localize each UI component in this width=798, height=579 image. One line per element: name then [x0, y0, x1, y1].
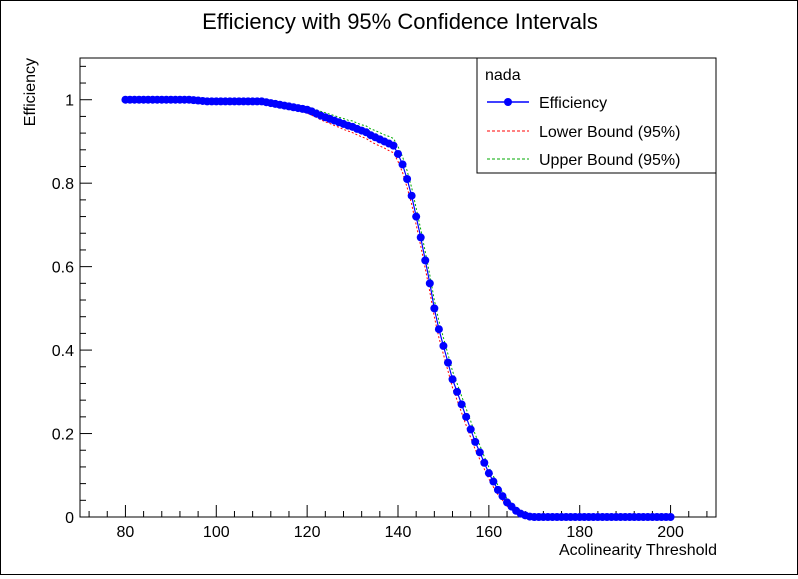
x-tick-label: 200: [657, 524, 684, 541]
efficiency-point: [666, 513, 675, 521]
efficiency-point: [434, 325, 443, 334]
x-axis-label: Acolinearity Threshold: [559, 542, 717, 559]
efficiency-point: [466, 425, 475, 434]
x-tick-label: 100: [203, 524, 230, 541]
x-tick-label: 180: [566, 524, 593, 541]
efficiency-point: [394, 149, 402, 158]
x-tick-label: 140: [385, 524, 412, 541]
y-tick-label: 0.2: [52, 427, 74, 444]
efficiency-point: [421, 256, 430, 265]
legend-header: nada: [485, 67, 521, 84]
y-tick-label: 0.6: [52, 260, 74, 277]
efficiency-point: [448, 375, 457, 384]
x-tick-label: 80: [117, 524, 135, 541]
efficiency-point: [493, 485, 502, 494]
y-tick-label: 0.8: [52, 176, 74, 193]
y-tick-labels: 0 0.2 0.4 0.6 0.8 1: [52, 93, 74, 527]
efficiency-point: [439, 341, 448, 350]
efficiency-point: [453, 387, 462, 396]
efficiency-point: [471, 437, 480, 446]
x-tick-labels: 80 100 120 140 160 180 200: [117, 524, 684, 541]
efficiency-point: [457, 400, 466, 409]
efficiency-point: [389, 141, 398, 150]
efficiency-point: [489, 477, 498, 486]
efficiency-point: [443, 358, 452, 367]
efficiency-point: [425, 279, 434, 288]
efficiency-point: [462, 412, 471, 421]
efficiency-point: [407, 191, 416, 200]
y-tick-label: 0: [65, 510, 74, 527]
legend: nada Efficiency Lower Bound (95%) Upper …: [476, 57, 717, 174]
efficiency-point: [412, 212, 421, 221]
y-tick-label: 0.4: [52, 343, 74, 360]
legend-entry-upper-bound: Upper Bound (95%): [539, 152, 680, 169]
efficiency-point: [416, 233, 425, 242]
x-tick-label: 160: [476, 524, 503, 541]
legend-entry-efficiency: Efficiency: [539, 95, 607, 112]
efficiency-point: [430, 304, 439, 313]
chart-title: Efficiency with 95% Confidence Intervals: [202, 9, 598, 34]
efficiency-point: [403, 175, 412, 184]
y-axis-label: Efficiency: [22, 58, 39, 126]
series-group: [121, 95, 675, 521]
efficiency-point: [498, 492, 507, 501]
x-tick-label: 120: [294, 524, 321, 541]
y-tick-label: 1: [65, 93, 74, 110]
efficiency-point: [475, 448, 484, 457]
efficiency-point: [480, 458, 489, 467]
efficiency-point: [398, 160, 407, 169]
legend-box: [476, 57, 717, 174]
axis-ticks: [80, 65, 708, 518]
efficiency-point: [484, 469, 493, 478]
legend-entry-lower-bound: Lower Bound (95%): [539, 124, 680, 141]
legend-efficiency-marker: [504, 98, 512, 106]
